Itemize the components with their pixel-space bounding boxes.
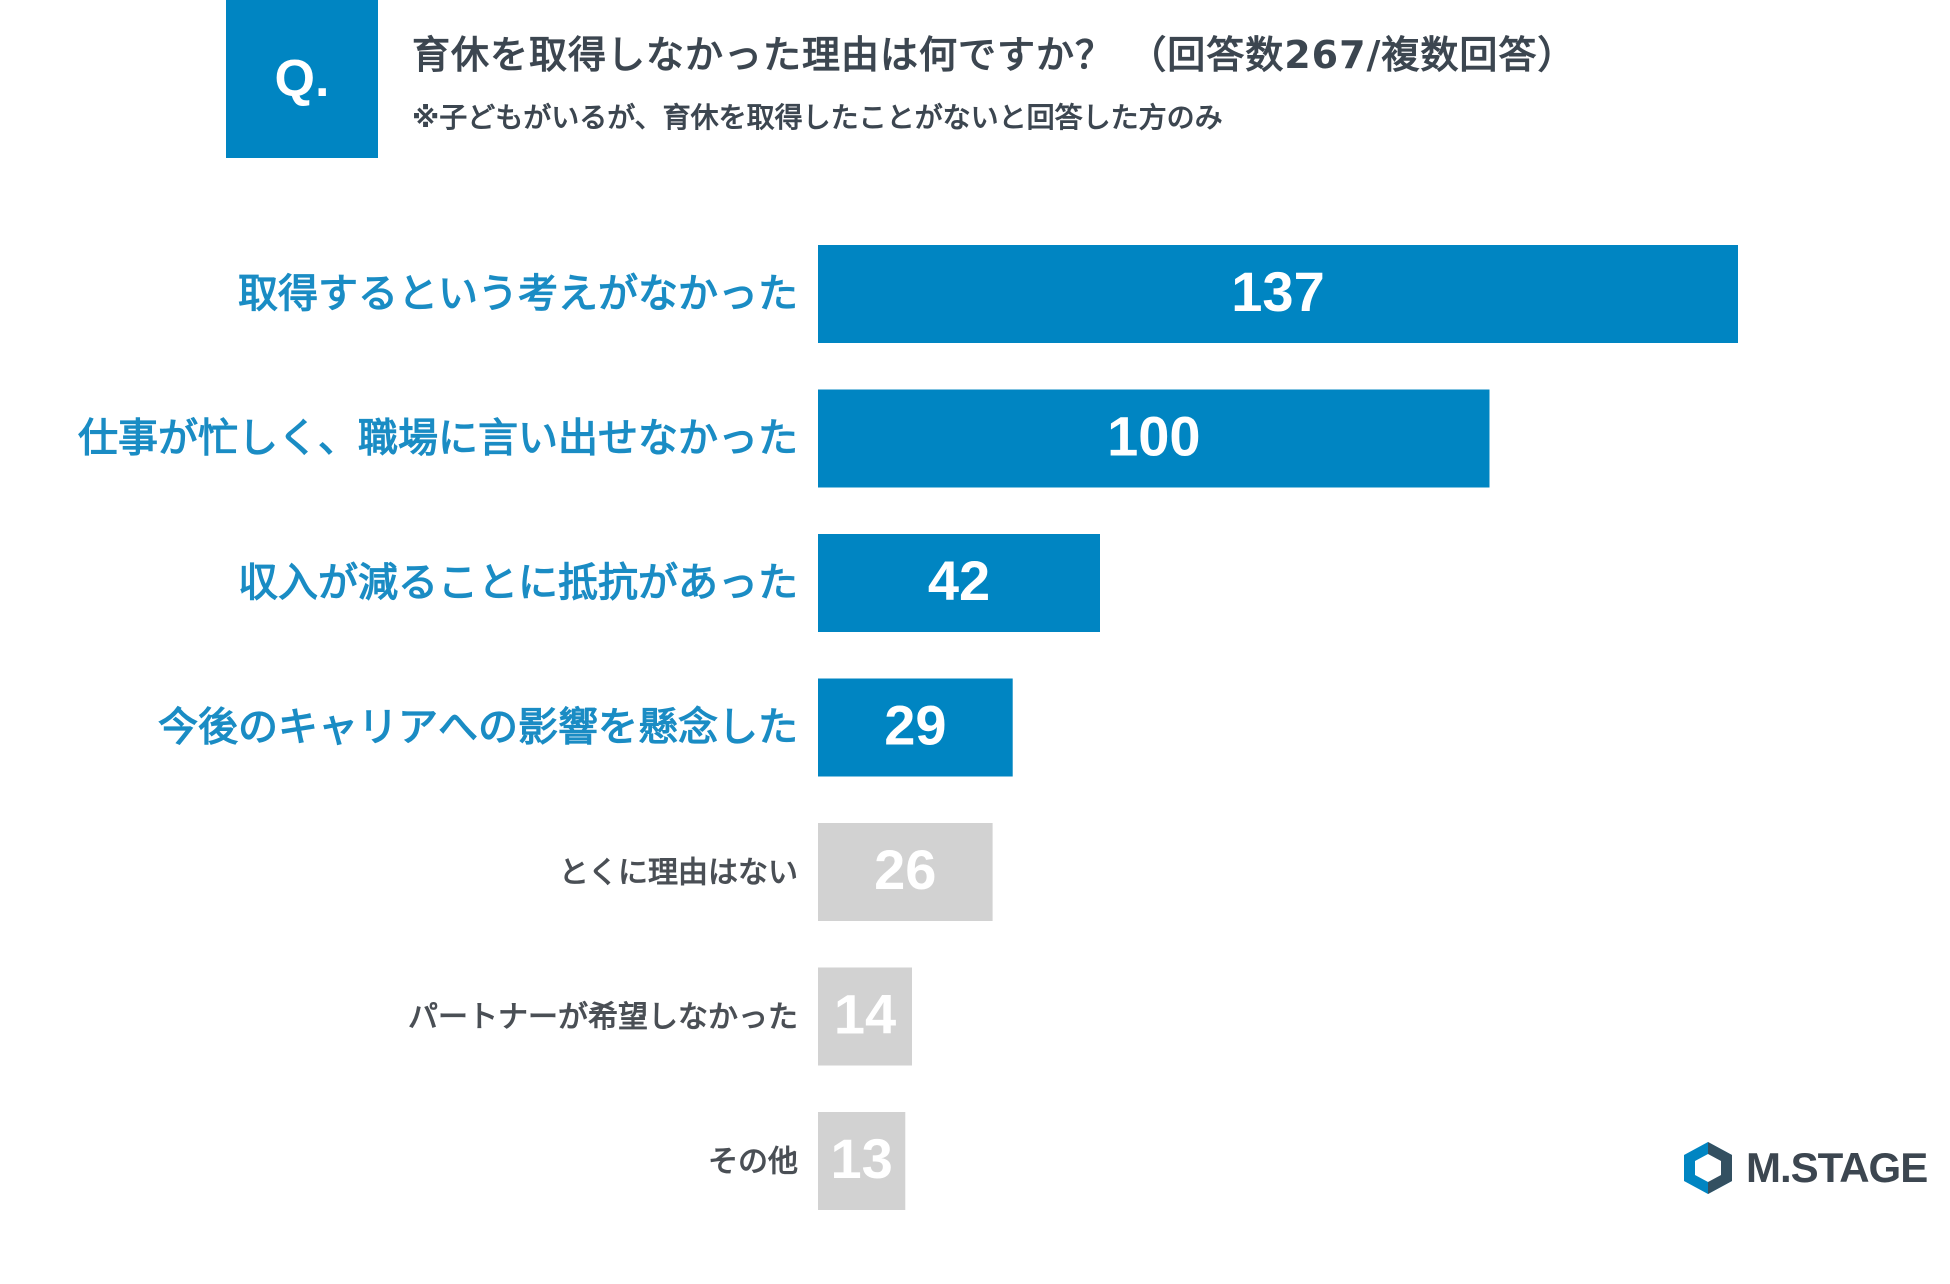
logo-mark-icon xyxy=(1684,1142,1732,1194)
bar-5 xyxy=(818,823,993,921)
category-label-4: 今後のキャリアへの影響を懸念した xyxy=(158,705,798,751)
bar-2 xyxy=(818,389,1490,488)
question-note: ※子どもがいるが、育休を取得したことがないと回答した方のみ xyxy=(412,101,1223,134)
bar-7 xyxy=(818,1112,906,1210)
brand-logo: M.STAGE xyxy=(1680,1140,1928,1196)
bar-6 xyxy=(818,967,912,1066)
bar-value-label-3: 42 xyxy=(928,549,990,612)
bar-value-label-7: 13 xyxy=(830,1127,892,1190)
bar-value-label-1: 137 xyxy=(1231,260,1324,323)
bar-value-label-5: 26 xyxy=(874,838,936,901)
category-label-1: 取得するという考えがなかった xyxy=(238,271,798,317)
bar-3 xyxy=(818,534,1100,632)
bar-4 xyxy=(818,678,1013,777)
bar-value-label-2: 100 xyxy=(1107,404,1200,467)
logo-text: M.STAGE xyxy=(1746,1144,1928,1191)
bar-value-label-4: 29 xyxy=(884,693,946,756)
category-label-5: とくに理由はない xyxy=(559,856,798,891)
category-label-7: その他 xyxy=(708,1145,798,1180)
category-label-3: 収入が減ることに抵抗があった xyxy=(238,560,798,606)
category-label-6: パートナーが希望しなかった xyxy=(408,1000,798,1035)
question-badge: Q. xyxy=(226,0,378,158)
bar-value-label-6: 14 xyxy=(834,982,896,1045)
bar-1 xyxy=(818,245,1738,343)
question-badge-label: Q. xyxy=(274,50,330,108)
category-label-2: 仕事が忙しく、職場に言い出せなかった xyxy=(78,416,798,462)
question-title: 育休を取得しなかった理由は何ですか？ （回答数267/複数回答） xyxy=(412,33,1577,77)
